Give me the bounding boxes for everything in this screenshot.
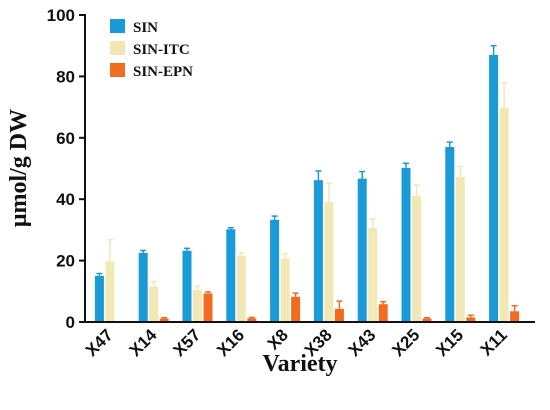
x-axis-title: Variety xyxy=(262,351,337,377)
x-tick-label: X14 xyxy=(126,325,161,360)
bar-sin-itc-x25 xyxy=(412,195,421,322)
y-tick-label: 60 xyxy=(56,129,75,148)
y-axis-title: μmol/g DW xyxy=(6,109,32,227)
y-tick-label: 80 xyxy=(56,67,75,86)
bar-sin-x38 xyxy=(313,180,323,322)
x-tick-label: X47 xyxy=(82,325,117,360)
bar-sin-epn-x8 xyxy=(291,296,301,322)
bar-sin-x47 xyxy=(94,275,104,322)
y-tick-label: 100 xyxy=(47,6,75,25)
bar-sin-x11 xyxy=(489,54,499,322)
y-tick-label: 20 xyxy=(56,252,75,271)
legend-label: SIN xyxy=(133,20,158,36)
legend-swatch xyxy=(110,19,125,33)
legend-label: SIN-ITC xyxy=(133,42,190,58)
bar-sin-x25 xyxy=(401,167,411,322)
bar-sin-epn-x11 xyxy=(510,311,520,322)
bar-sin-x43 xyxy=(357,178,367,322)
bar-sin-itc-x15 xyxy=(455,177,465,322)
bars-layer xyxy=(94,44,520,323)
x-tick-label: X25 xyxy=(389,325,424,360)
legend-swatch xyxy=(110,41,125,55)
legend-swatch xyxy=(110,63,125,77)
x-tick-label: X16 xyxy=(213,325,248,360)
bar-sin-x57 xyxy=(182,250,192,322)
bar-sin-epn-x15 xyxy=(466,317,476,322)
x-tick-label: X57 xyxy=(170,325,205,360)
bar-sin-x8 xyxy=(270,219,280,322)
y-tick-label: 0 xyxy=(66,313,75,332)
x-tick-label: X11 xyxy=(477,325,511,359)
bar-sin-epn-x16 xyxy=(247,318,257,322)
bar-sin-itc-x8 xyxy=(280,258,290,322)
bar-sin-itc-x11 xyxy=(499,107,509,323)
bar-sin-x14 xyxy=(138,252,148,322)
x-tick-label: X8 xyxy=(264,325,292,353)
bar-sin-itc-x14 xyxy=(149,286,159,322)
bar-sin-itc-x16 xyxy=(236,255,246,322)
bar-sin-epn-x43 xyxy=(378,304,388,322)
bar-sin-epn-x25 xyxy=(422,318,432,322)
bar-sin-epn-x57 xyxy=(203,293,213,322)
bar-sin-x16 xyxy=(226,229,236,322)
bar-sin-epn-x38 xyxy=(334,308,344,322)
bar-sin-itc-x38 xyxy=(324,201,334,322)
x-tick-label: X15 xyxy=(432,325,467,360)
bar-sin-itc-x57 xyxy=(193,290,202,322)
bar-sin-x15 xyxy=(445,147,455,322)
y-tick-label: 40 xyxy=(56,190,75,209)
x-tick-label: X43 xyxy=(345,325,380,360)
legend: SIN SIN-ITC SIN-EPN xyxy=(110,19,193,80)
bar-sin-itc-x47 xyxy=(105,261,115,322)
axes-layer xyxy=(84,14,535,323)
legend-label: SIN-EPN xyxy=(133,64,193,80)
bar-sin-epn-x14 xyxy=(159,318,169,322)
bar-sin-itc-x43 xyxy=(368,228,378,322)
